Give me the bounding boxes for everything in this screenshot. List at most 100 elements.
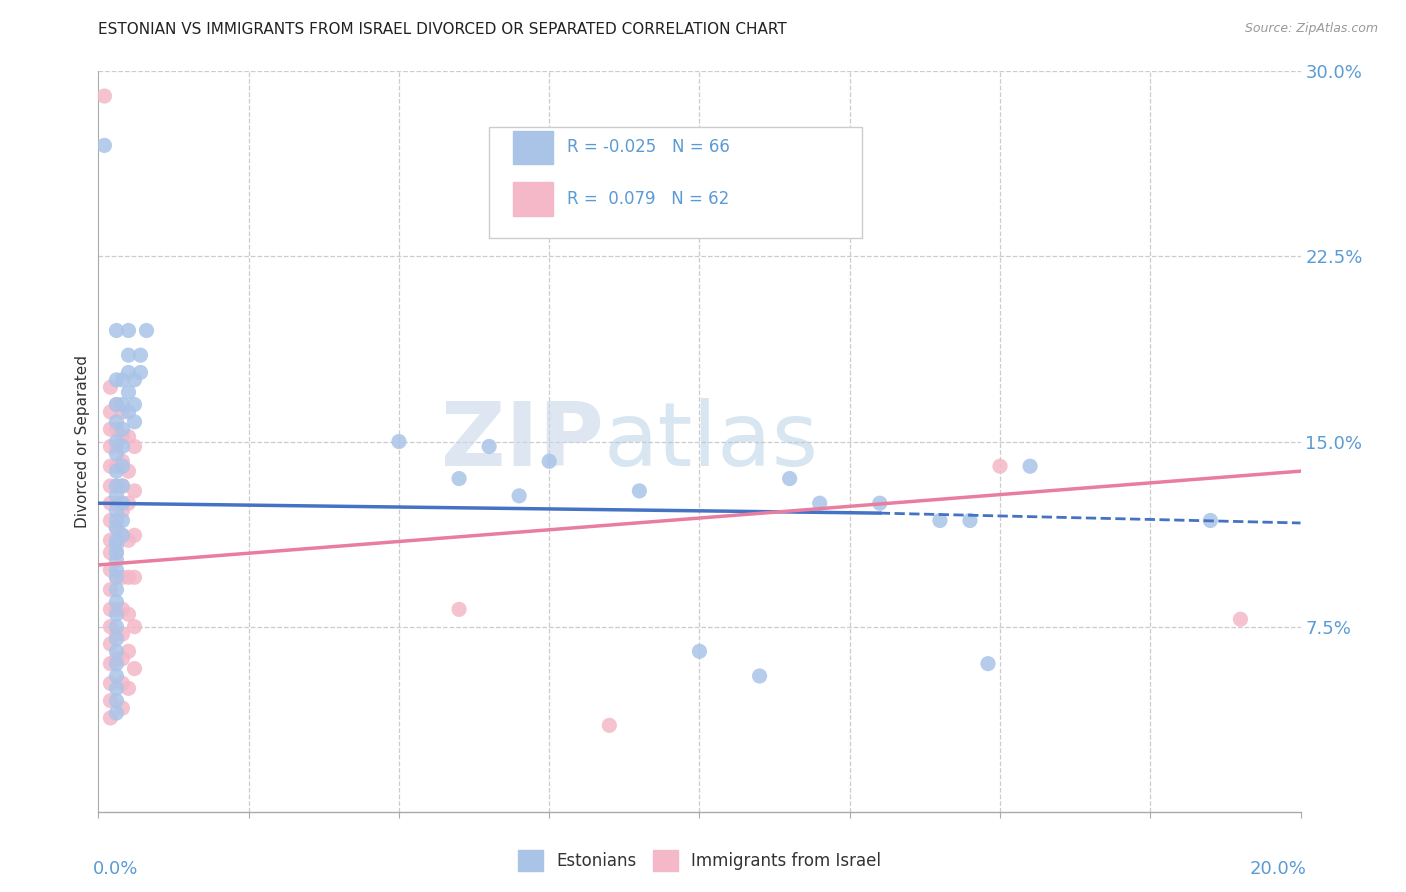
- Point: [105, 503, 128, 517]
- Point: [124, 570, 146, 584]
- Point: [117, 385, 139, 400]
- Point: [117, 348, 139, 362]
- Point: [105, 397, 128, 411]
- Point: [111, 429, 134, 443]
- Bar: [513, 130, 553, 164]
- Point: [105, 533, 128, 548]
- Point: [105, 459, 128, 474]
- Point: [100, 496, 122, 510]
- Point: [105, 644, 128, 658]
- Point: [124, 619, 146, 633]
- Point: [105, 582, 128, 597]
- Point: [748, 669, 770, 683]
- Point: [100, 422, 122, 436]
- Point: [100, 637, 122, 651]
- Point: [135, 324, 157, 338]
- Point: [93, 89, 115, 103]
- Point: [105, 440, 128, 454]
- Point: [117, 405, 139, 419]
- Point: [105, 619, 128, 633]
- Point: [100, 582, 122, 597]
- Point: [111, 397, 134, 411]
- Point: [100, 380, 122, 394]
- Point: [111, 651, 134, 665]
- Point: [100, 479, 122, 493]
- Point: [100, 405, 122, 419]
- Point: [124, 528, 146, 542]
- Point: [1229, 612, 1251, 626]
- Point: [538, 454, 561, 468]
- Point: [117, 464, 139, 478]
- Point: [100, 546, 122, 560]
- Text: ESTONIAN VS IMMIGRANTS FROM ISRAEL DIVORCED OR SEPARATED CORRELATION CHART: ESTONIAN VS IMMIGRANTS FROM ISRAEL DIVOR…: [98, 22, 787, 37]
- Point: [105, 546, 128, 560]
- Point: [977, 657, 1000, 671]
- Point: [100, 676, 122, 690]
- Point: [105, 415, 128, 429]
- Point: [598, 718, 620, 732]
- Point: [111, 454, 134, 468]
- Point: [117, 607, 139, 622]
- Point: [111, 373, 134, 387]
- Text: 0.0%: 0.0%: [93, 860, 138, 878]
- Point: [117, 366, 139, 380]
- Point: [100, 602, 122, 616]
- Point: [111, 627, 134, 641]
- Text: R =  0.079   N = 62: R = 0.079 N = 62: [567, 190, 730, 208]
- Point: [111, 602, 134, 616]
- Point: [100, 711, 122, 725]
- Point: [111, 405, 134, 419]
- Point: [117, 570, 139, 584]
- Point: [105, 694, 128, 708]
- Point: [105, 602, 128, 616]
- Point: [105, 521, 128, 535]
- Point: [124, 373, 146, 387]
- Point: [111, 528, 134, 542]
- Point: [105, 607, 128, 622]
- Point: [111, 496, 134, 510]
- Point: [508, 489, 530, 503]
- Point: [124, 397, 146, 411]
- Point: [117, 496, 139, 510]
- Point: [100, 459, 122, 474]
- Point: [105, 324, 128, 338]
- Point: [111, 514, 134, 528]
- Point: [111, 570, 134, 584]
- Point: [111, 701, 134, 715]
- Point: [105, 373, 128, 387]
- Point: [105, 479, 128, 493]
- Point: [117, 533, 139, 548]
- Point: [100, 694, 122, 708]
- Point: [111, 676, 134, 690]
- Point: [124, 662, 146, 676]
- Y-axis label: Divorced or Separated: Divorced or Separated: [75, 355, 90, 528]
- Point: [111, 422, 134, 436]
- Point: [100, 533, 122, 548]
- Point: [105, 669, 128, 683]
- Text: R = -0.025   N = 66: R = -0.025 N = 66: [567, 138, 730, 156]
- Point: [988, 459, 1011, 474]
- Text: Source: ZipAtlas.com: Source: ZipAtlas.com: [1244, 22, 1378, 36]
- Text: atlas: atlas: [603, 398, 818, 485]
- Point: [105, 657, 128, 671]
- Point: [447, 602, 470, 616]
- Point: [105, 464, 128, 478]
- Point: [105, 521, 128, 535]
- Point: [129, 348, 152, 362]
- Point: [689, 644, 711, 658]
- Point: [105, 570, 128, 584]
- Point: [869, 496, 891, 510]
- Point: [105, 538, 128, 552]
- Point: [111, 459, 134, 474]
- Point: [105, 651, 128, 665]
- Point: [105, 632, 128, 646]
- Point: [105, 570, 128, 584]
- Point: [111, 479, 134, 493]
- Point: [447, 471, 470, 485]
- Point: [100, 514, 122, 528]
- Point: [105, 447, 128, 461]
- Point: [100, 657, 122, 671]
- Point: [808, 496, 831, 510]
- Point: [111, 440, 134, 454]
- Point: [117, 324, 139, 338]
